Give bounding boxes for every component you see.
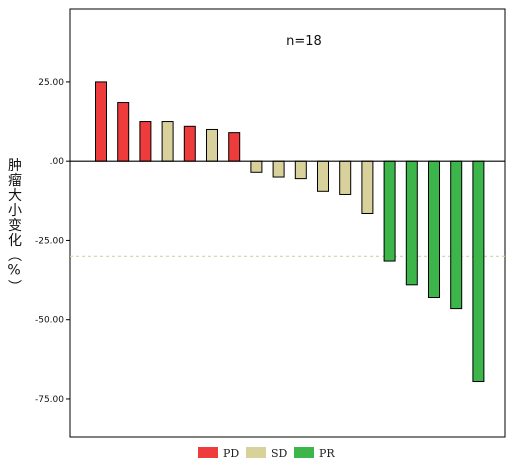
bar-pr: [428, 160, 440, 299]
bar-sd: [206, 128, 218, 162]
bar-pr: [472, 160, 485, 383]
bar-sd: [339, 160, 352, 195]
bar-sd: [250, 160, 263, 173]
legend-label-sd: SD: [271, 447, 288, 460]
bar-pr: [383, 160, 396, 262]
y-tick-label: 25.00: [38, 78, 64, 88]
bar-pd: [228, 132, 241, 162]
bar-pr: [405, 160, 418, 286]
legend-swatch-sd: [246, 447, 266, 458]
bar-sd: [317, 160, 329, 192]
bar-sd: [161, 121, 174, 162]
bar-sd: [361, 160, 374, 214]
legend-label-pd: PD: [223, 447, 239, 460]
y-tick-label: -50.00: [35, 316, 64, 326]
legend-swatch-pr: [294, 447, 314, 458]
y-tick-label: -75.00: [35, 395, 64, 405]
bar-pd: [95, 81, 107, 162]
bar-pd: [183, 125, 196, 162]
bar-sd: [294, 160, 307, 180]
bar-sd: [272, 160, 285, 178]
bar-pd: [139, 121, 152, 162]
bar-pr: [450, 160, 463, 310]
legend: PD SD PR: [198, 447, 335, 460]
legend-label-pr: PR: [319, 447, 335, 460]
sample-size-annotation: n=18: [286, 34, 322, 49]
y-tick-label: -25.00: [35, 236, 64, 246]
y-tick-label: .00: [50, 157, 65, 167]
y-axis-title: 肿瘤大小变化（%）: [6, 158, 22, 295]
bar-pd: [117, 102, 130, 162]
legend-swatch-pd: [198, 447, 218, 458]
y-axis-ticks: 25.00 .00 -25.00 -50.00 -75.00: [35, 78, 70, 405]
